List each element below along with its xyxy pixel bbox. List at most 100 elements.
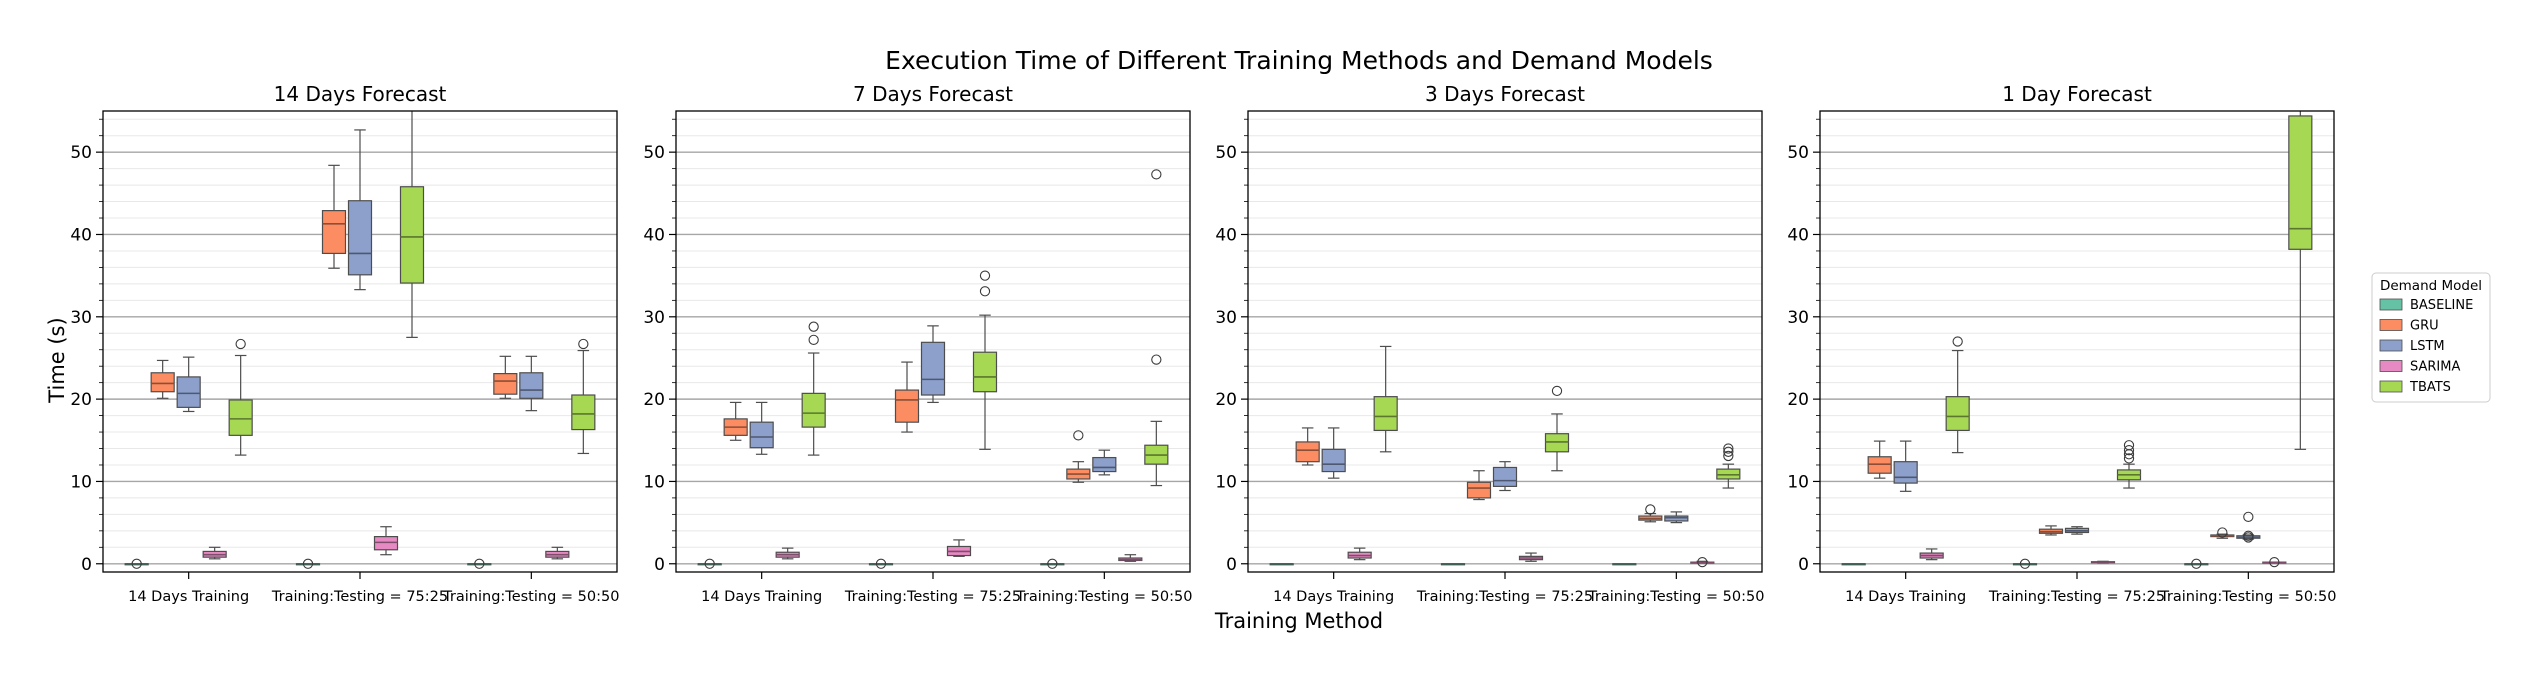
iqr-box <box>347 200 373 276</box>
y-tick-label: 0 <box>1226 555 1237 575</box>
x-tick-label: 14 Days Training <box>701 589 822 605</box>
outlier-point <box>808 321 819 332</box>
y-tick-label: 30 <box>70 308 92 328</box>
box-gru <box>1295 427 1320 466</box>
box-gru <box>150 359 175 399</box>
box-baseline <box>1612 562 1637 566</box>
x-tick-label: Training:Testing = 75:25 <box>1988 589 2165 605</box>
box-baseline <box>868 558 894 569</box>
panel-title: 3 Days Forecast <box>1425 82 1585 106</box>
iqr-box <box>1492 466 1518 487</box>
box-tbats <box>1373 345 1398 453</box>
box-baseline <box>1440 562 1466 566</box>
x-tick-label: Training:Testing = 75:25 <box>1416 589 1593 605</box>
box-lstm <box>1492 461 1518 492</box>
legend-label-tbats: TBATS <box>2409 380 2451 395</box>
x-tick-label: 14 Days Training <box>128 589 249 605</box>
iqr-box <box>1716 468 1741 480</box>
box-sarima <box>1347 547 1372 561</box>
box-sarima <box>2262 556 2287 568</box>
panel-frame <box>675 110 1191 573</box>
legend-swatch-gru <box>2379 319 2403 331</box>
y-tick-label: 50 <box>70 143 92 163</box>
outlier-point <box>578 338 589 350</box>
outlier-point <box>2243 530 2254 541</box>
outlier-point <box>1151 169 1162 180</box>
y-tick-label: 10 <box>1787 472 1809 492</box>
iqr-box <box>972 351 998 393</box>
outlier-point <box>474 558 485 569</box>
legend-swatch-lstm <box>2379 339 2403 352</box>
iqr-box <box>321 210 347 255</box>
outlier-point <box>979 286 991 297</box>
box-gru <box>493 355 518 399</box>
boxes-layer <box>1841 111 2313 569</box>
box-lstm <box>519 355 544 412</box>
panel-title: 14 Days Forecast <box>274 82 447 106</box>
box-tbats <box>1945 336 1970 454</box>
outlier-point <box>1073 430 1084 441</box>
outlier-point <box>979 270 991 281</box>
iqr-box <box>493 373 518 395</box>
box-gru <box>2210 527 2235 539</box>
outlier-point <box>235 338 246 350</box>
box-sarima <box>373 526 399 556</box>
iqr-box <box>1867 456 1892 474</box>
box-tbats <box>1144 169 1169 487</box>
iqr-box <box>519 372 544 399</box>
box-sarima <box>946 539 972 557</box>
x-tick-label: Training:Testing = 50:50 <box>2159 589 2336 605</box>
x-tick-label: Training:Testing = 75:25 <box>844 589 1021 605</box>
box-tbats <box>801 321 826 456</box>
x-tick-label: Training:Testing = 50:50 <box>442 589 619 605</box>
x-tick-label: Training:Testing = 50:50 <box>1015 589 1192 605</box>
iqr-box <box>2288 115 2313 250</box>
boxes-layer <box>1269 345 1741 568</box>
iqr-box <box>1466 481 1492 499</box>
box-sarima <box>1118 554 1143 562</box>
box-lstm <box>1664 511 1689 524</box>
box-lstm <box>2236 511 2261 543</box>
legend-swatch-sarima <box>2379 360 2403 372</box>
box-sarima <box>545 546 570 560</box>
box-lstm <box>176 356 201 413</box>
panel-title: 1 Day Forecast <box>2002 82 2152 106</box>
y-tick-label: 10 <box>70 472 92 492</box>
box-baseline <box>124 558 149 569</box>
box-gru <box>321 164 347 269</box>
outlier-point <box>2123 440 2135 451</box>
legend-title: Demand Model <box>2380 278 2482 294</box>
y-tick-label: 40 <box>1787 225 1809 245</box>
box-sarima <box>1518 552 1544 562</box>
box-lstm <box>2064 526 2090 535</box>
iqr-box <box>801 392 826 428</box>
y-tick-label: 40 <box>70 225 92 245</box>
y-tick-label: 50 <box>1787 143 1809 163</box>
iqr-box <box>373 536 399 551</box>
y-tick-label: 20 <box>1787 390 1809 410</box>
x-tick-label: Training:Testing = 50:50 <box>1587 589 1764 605</box>
iqr-box <box>571 394 596 431</box>
box-sarima <box>2090 560 2116 564</box>
outlier-point <box>2019 558 2031 569</box>
x-tick-label: 14 Days Training <box>1845 589 1966 605</box>
outlier-point <box>1697 556 1708 568</box>
outlier-point <box>1723 446 1734 457</box>
legend-label-lstm: LSTM <box>2410 339 2445 354</box>
iqr-box <box>1945 396 1970 432</box>
iqr-box <box>150 372 175 393</box>
box-baseline <box>1841 562 1866 566</box>
y-tick-label: 40 <box>643 225 665 245</box>
y-tick-label: 10 <box>643 472 665 492</box>
panel-1: 0 10 20 30 40 50 14 Days Training Training:Test… <box>70 82 619 605</box>
box-gru <box>1066 430 1091 483</box>
iqr-box <box>1544 433 1570 453</box>
box-baseline <box>2184 558 2209 569</box>
box-tbats <box>1544 385 1570 472</box>
box-tbats <box>571 338 596 455</box>
box-gru <box>2038 525 2064 536</box>
y-tick-label: 50 <box>643 143 665 163</box>
box-tbats <box>1716 443 1741 489</box>
outlier-point <box>1151 354 1162 365</box>
